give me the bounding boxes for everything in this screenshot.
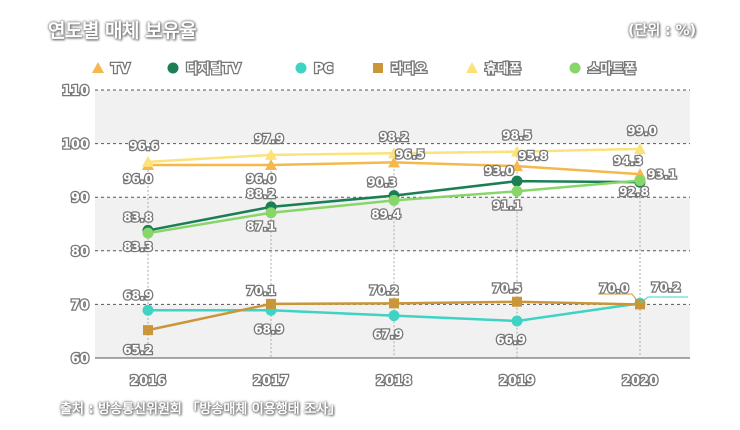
- data-point: [142, 227, 154, 239]
- x-tick-label: 2016: [130, 374, 166, 389]
- data-label: 89.4: [371, 207, 401, 221]
- x-tick-label: 2020: [622, 374, 658, 389]
- gridlines: [95, 89, 690, 359]
- data-label: 97.9: [254, 132, 284, 146]
- data-label: 98.2: [379, 130, 409, 144]
- data-label: 96.0: [123, 172, 153, 186]
- data-label: 96.5: [395, 147, 425, 161]
- data-label: 70.2: [369, 283, 399, 297]
- data-label: 87.1: [246, 220, 276, 234]
- y-tick-label: 100: [62, 138, 89, 153]
- data-point: [388, 310, 400, 322]
- data-point: [143, 325, 153, 336]
- data-label: 93.1: [647, 168, 677, 182]
- data-label: 99.0: [627, 124, 657, 138]
- data-point: [265, 207, 277, 219]
- legend-marker: [167, 62, 179, 74]
- data-point: [389, 298, 399, 309]
- data-point: [388, 147, 400, 159]
- data-point: [634, 142, 646, 154]
- data-point: [265, 148, 277, 160]
- legend-marker: [295, 62, 307, 74]
- plot-band: [95, 250, 690, 305]
- leader-line: [639, 296, 688, 304]
- legend-marker: [92, 62, 104, 73]
- legend-marker: [373, 63, 383, 73]
- chart-title: 연도별 매체 보유율: [48, 20, 197, 42]
- legend-label: 디지털TV: [186, 61, 241, 77]
- y-tick-label: 70: [71, 298, 89, 313]
- data-point: [634, 175, 646, 187]
- data-point: [388, 156, 400, 168]
- data-point: [511, 160, 523, 172]
- guide-lines: [147, 148, 641, 358]
- legend-label: 휴대폰: [485, 61, 521, 77]
- data-label: 68.9: [123, 288, 153, 302]
- legend-marker: [466, 62, 478, 73]
- data-label: 83.3: [123, 240, 153, 254]
- data-point: [388, 194, 400, 206]
- legend-label: 스마트폰: [588, 61, 636, 77]
- y-tick-label: 90: [71, 191, 89, 206]
- y-tick-label: 60: [71, 352, 89, 367]
- y-axis: 60 70 80 90 100 110: [61, 83, 91, 369]
- plot-band: [95, 90, 690, 144]
- legend-label: TV: [111, 62, 130, 77]
- data-label: 70.2: [651, 280, 681, 294]
- legend-label: 라디오: [391, 61, 427, 77]
- data-point: [142, 304, 154, 316]
- legend-label: PC: [314, 62, 333, 77]
- data-label: 95.8: [518, 149, 548, 163]
- data-label: 70.5: [492, 282, 522, 296]
- data-point: [511, 175, 523, 187]
- data-label: 66.9: [496, 333, 526, 347]
- data-label: 96.6: [129, 139, 159, 153]
- data-label: 94.3: [613, 154, 643, 168]
- data-label: 65.2: [123, 343, 153, 357]
- data-label: 70.1: [246, 284, 276, 298]
- data-point: [511, 145, 523, 157]
- data-point: [511, 185, 523, 197]
- x-tick-label: 2018: [376, 374, 412, 389]
- data-point: [265, 159, 277, 171]
- plot-band: [95, 197, 690, 251]
- y-tick-label: 80: [71, 245, 89, 260]
- data-label: 88.2: [246, 187, 276, 201]
- data-label: 83.8: [123, 210, 153, 224]
- unit-label: (단위 : %): [628, 23, 696, 39]
- x-axis: 2016 2017 2018 2019 2020: [129, 373, 660, 391]
- series-markers: [142, 142, 646, 336]
- data-label: 90.3: [367, 176, 397, 190]
- data-label: 96.0: [246, 172, 276, 186]
- source-note: 출처 : 방송통신위원회 「방송매체 이용행태 조사」: [60, 402, 342, 417]
- data-labels: 96.0 96.0 96.5 95.8 94.3 83.8 88.2 90.3 93.0 92.8…: [122, 123, 688, 358]
- data-label: 93.0: [484, 164, 514, 178]
- y-tick-label: 110: [62, 84, 89, 99]
- legend: TV 디지털TV PC 라디오 휴대폰 스마트폰: [92, 60, 637, 78]
- legend-marker: [569, 62, 581, 74]
- data-point: [266, 298, 276, 309]
- x-tick-label: 2017: [253, 374, 289, 389]
- data-label: 68.9: [254, 322, 284, 336]
- x-tick-label: 2019: [499, 374, 535, 389]
- data-label: 70.0: [599, 281, 629, 295]
- data-label: 67.9: [373, 328, 403, 342]
- data-point: [142, 155, 154, 167]
- data-point: [511, 315, 523, 327]
- leader-line: [598, 293, 641, 305]
- data-label: 92.8: [619, 185, 649, 199]
- data-label: 91.1: [492, 198, 522, 212]
- data-point: [512, 296, 522, 307]
- data-label: 98.5: [502, 129, 532, 143]
